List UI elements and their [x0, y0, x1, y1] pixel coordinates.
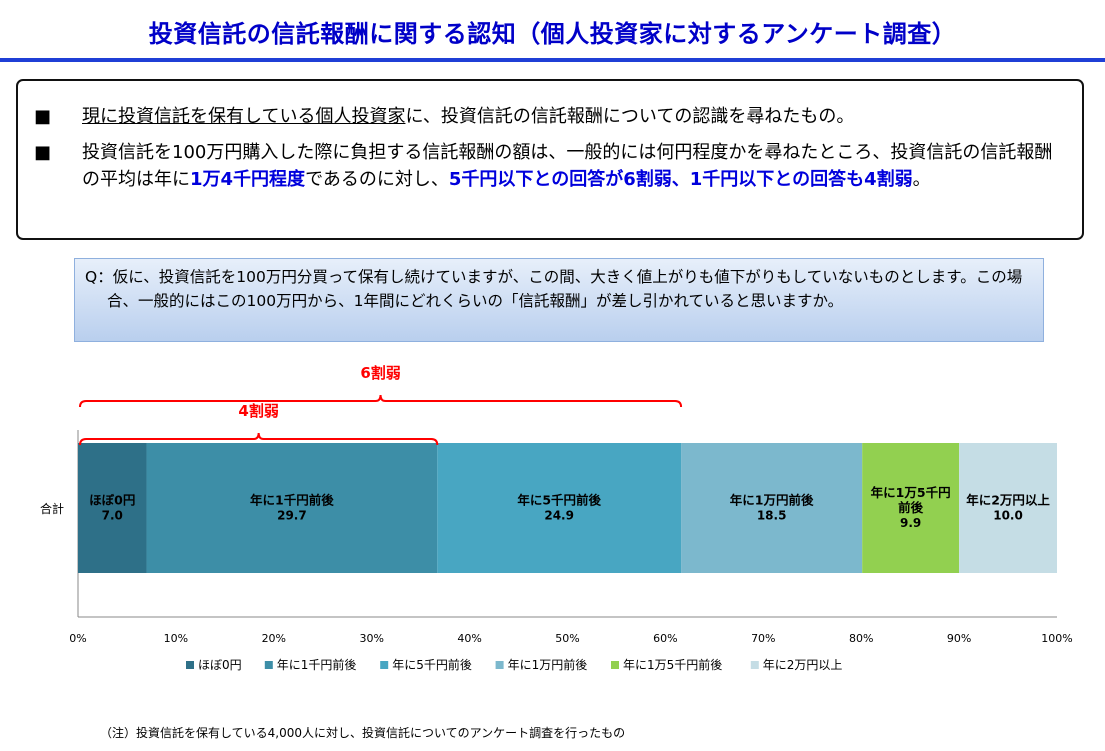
annotation-label: 4割弱	[238, 402, 278, 420]
bar-segment	[862, 443, 960, 573]
summary-box: ■ 現に投資信託を保有している個人投資家に、投資信託の信託報酬についての認識を尋…	[16, 79, 1084, 240]
bar-segment	[959, 443, 1057, 573]
legend-swatch	[611, 661, 619, 669]
bullet-2-text-3: 。	[912, 169, 931, 190]
annotation-label: 6割弱	[360, 364, 400, 382]
title-rule	[0, 58, 1105, 62]
x-tick-label: 50%	[555, 632, 579, 645]
stacked-bar-chart: 合計ほぼ0円7.0年に1千円前後29.7年に5千円前後24.9年に1万円前後18…	[40, 364, 1073, 672]
segment-label: 前後	[898, 500, 924, 515]
segment-label: 年に1万円前後	[730, 493, 814, 508]
bar-segment	[78, 443, 147, 573]
legend-label: 年に1万5千円前後	[623, 657, 722, 672]
data-label: 24.9	[544, 509, 574, 523]
question-box: Q：仮に、投資信託を100万円分買って保有し続けていますが、この間、大きく値上が…	[74, 258, 1044, 342]
x-tick-label: 80%	[849, 632, 873, 645]
data-label: 7.0	[102, 509, 123, 523]
bullet-2-highlight-1: 1万4千円程度	[190, 169, 306, 190]
legend-label: ほぼ0円	[198, 658, 242, 672]
segment-label: 年に1万5千円	[871, 485, 951, 500]
footnote: （注）投資信託を保有している4,000人に対し、投資信託についてのアンケート調査…	[100, 726, 626, 740]
x-tick-label: 70%	[751, 632, 775, 645]
page-title: 投資信託の信託報酬に関する認知（個人投資家に対するアンケート調査）	[148, 20, 957, 48]
legend-swatch	[264, 661, 273, 669]
segment-label: 年に1千円前後	[250, 493, 334, 508]
bar-segment	[681, 443, 863, 573]
summary-bullet-2: ■ 投資信託を100万円購入した際に負担する信託報酬の額は、一般的には何円程度か…	[34, 139, 1064, 223]
data-label: 18.5	[757, 509, 787, 523]
bullet-2-text-1: 投資信託を100万円購入した際に負担する信託報酬の額は、一般的には何円程度かを尋…	[82, 142, 1053, 190]
annotation-bracket	[79, 394, 683, 408]
bullet-square-icon: ■	[34, 106, 52, 127]
bar-segment	[437, 443, 682, 573]
x-tick-label: 40%	[457, 632, 481, 645]
bar-segment	[146, 443, 438, 573]
legend-swatch	[186, 661, 194, 669]
bullet-1-underlined: 現に投資信託を保有している個人投資家	[82, 106, 406, 127]
x-tick-label: 100%	[1041, 632, 1072, 645]
question-text: Q：仮に、投資信託を100万円分買って保有し続けていますが、この間、大きく値上が…	[85, 268, 1023, 310]
x-tick-label: 0%	[69, 632, 86, 645]
data-label: 29.7	[277, 509, 307, 523]
legend-label: 年に1千円前後	[277, 657, 357, 672]
x-tick-label: 90%	[947, 632, 971, 645]
data-label: 9.9	[900, 516, 921, 530]
bullet-1-rest: に、投資信託の信託報酬についての認識を尋ねたもの。	[405, 106, 855, 127]
segment-label: 年に5千円前後	[517, 493, 601, 508]
summary-bullet-1: ■ 現に投資信託を保有している個人投資家に、投資信託の信託報酬についての認識を尋…	[34, 103, 1064, 131]
x-tick-label: 20%	[262, 632, 286, 645]
segment-label: 年に2万円以上	[966, 493, 1050, 508]
annotation-bracket	[79, 432, 439, 446]
legend-label: 年に1万円前後	[508, 657, 588, 672]
bullet-2-highlight-2: 5千円以下との回答が6割弱、1千円以下との回答も4割弱	[448, 169, 913, 190]
x-tick-label: 60%	[653, 632, 677, 645]
bullet-2-text-2: であるのに対し、	[305, 169, 449, 190]
segment-label: ほぼ0円	[89, 493, 135, 508]
legend-label: 年に2万円以上	[763, 658, 843, 672]
x-tick-label: 10%	[164, 632, 188, 645]
x-tick-label: 30%	[359, 632, 383, 645]
legend-swatch	[380, 661, 389, 669]
legend-label: 年に5千円前後	[392, 657, 472, 672]
legend-swatch	[495, 661, 504, 669]
category-label: 合計	[40, 501, 64, 516]
bullet-square-icon: ■	[34, 142, 52, 163]
legend-swatch	[750, 661, 759, 669]
data-label: 10.0	[993, 509, 1023, 523]
